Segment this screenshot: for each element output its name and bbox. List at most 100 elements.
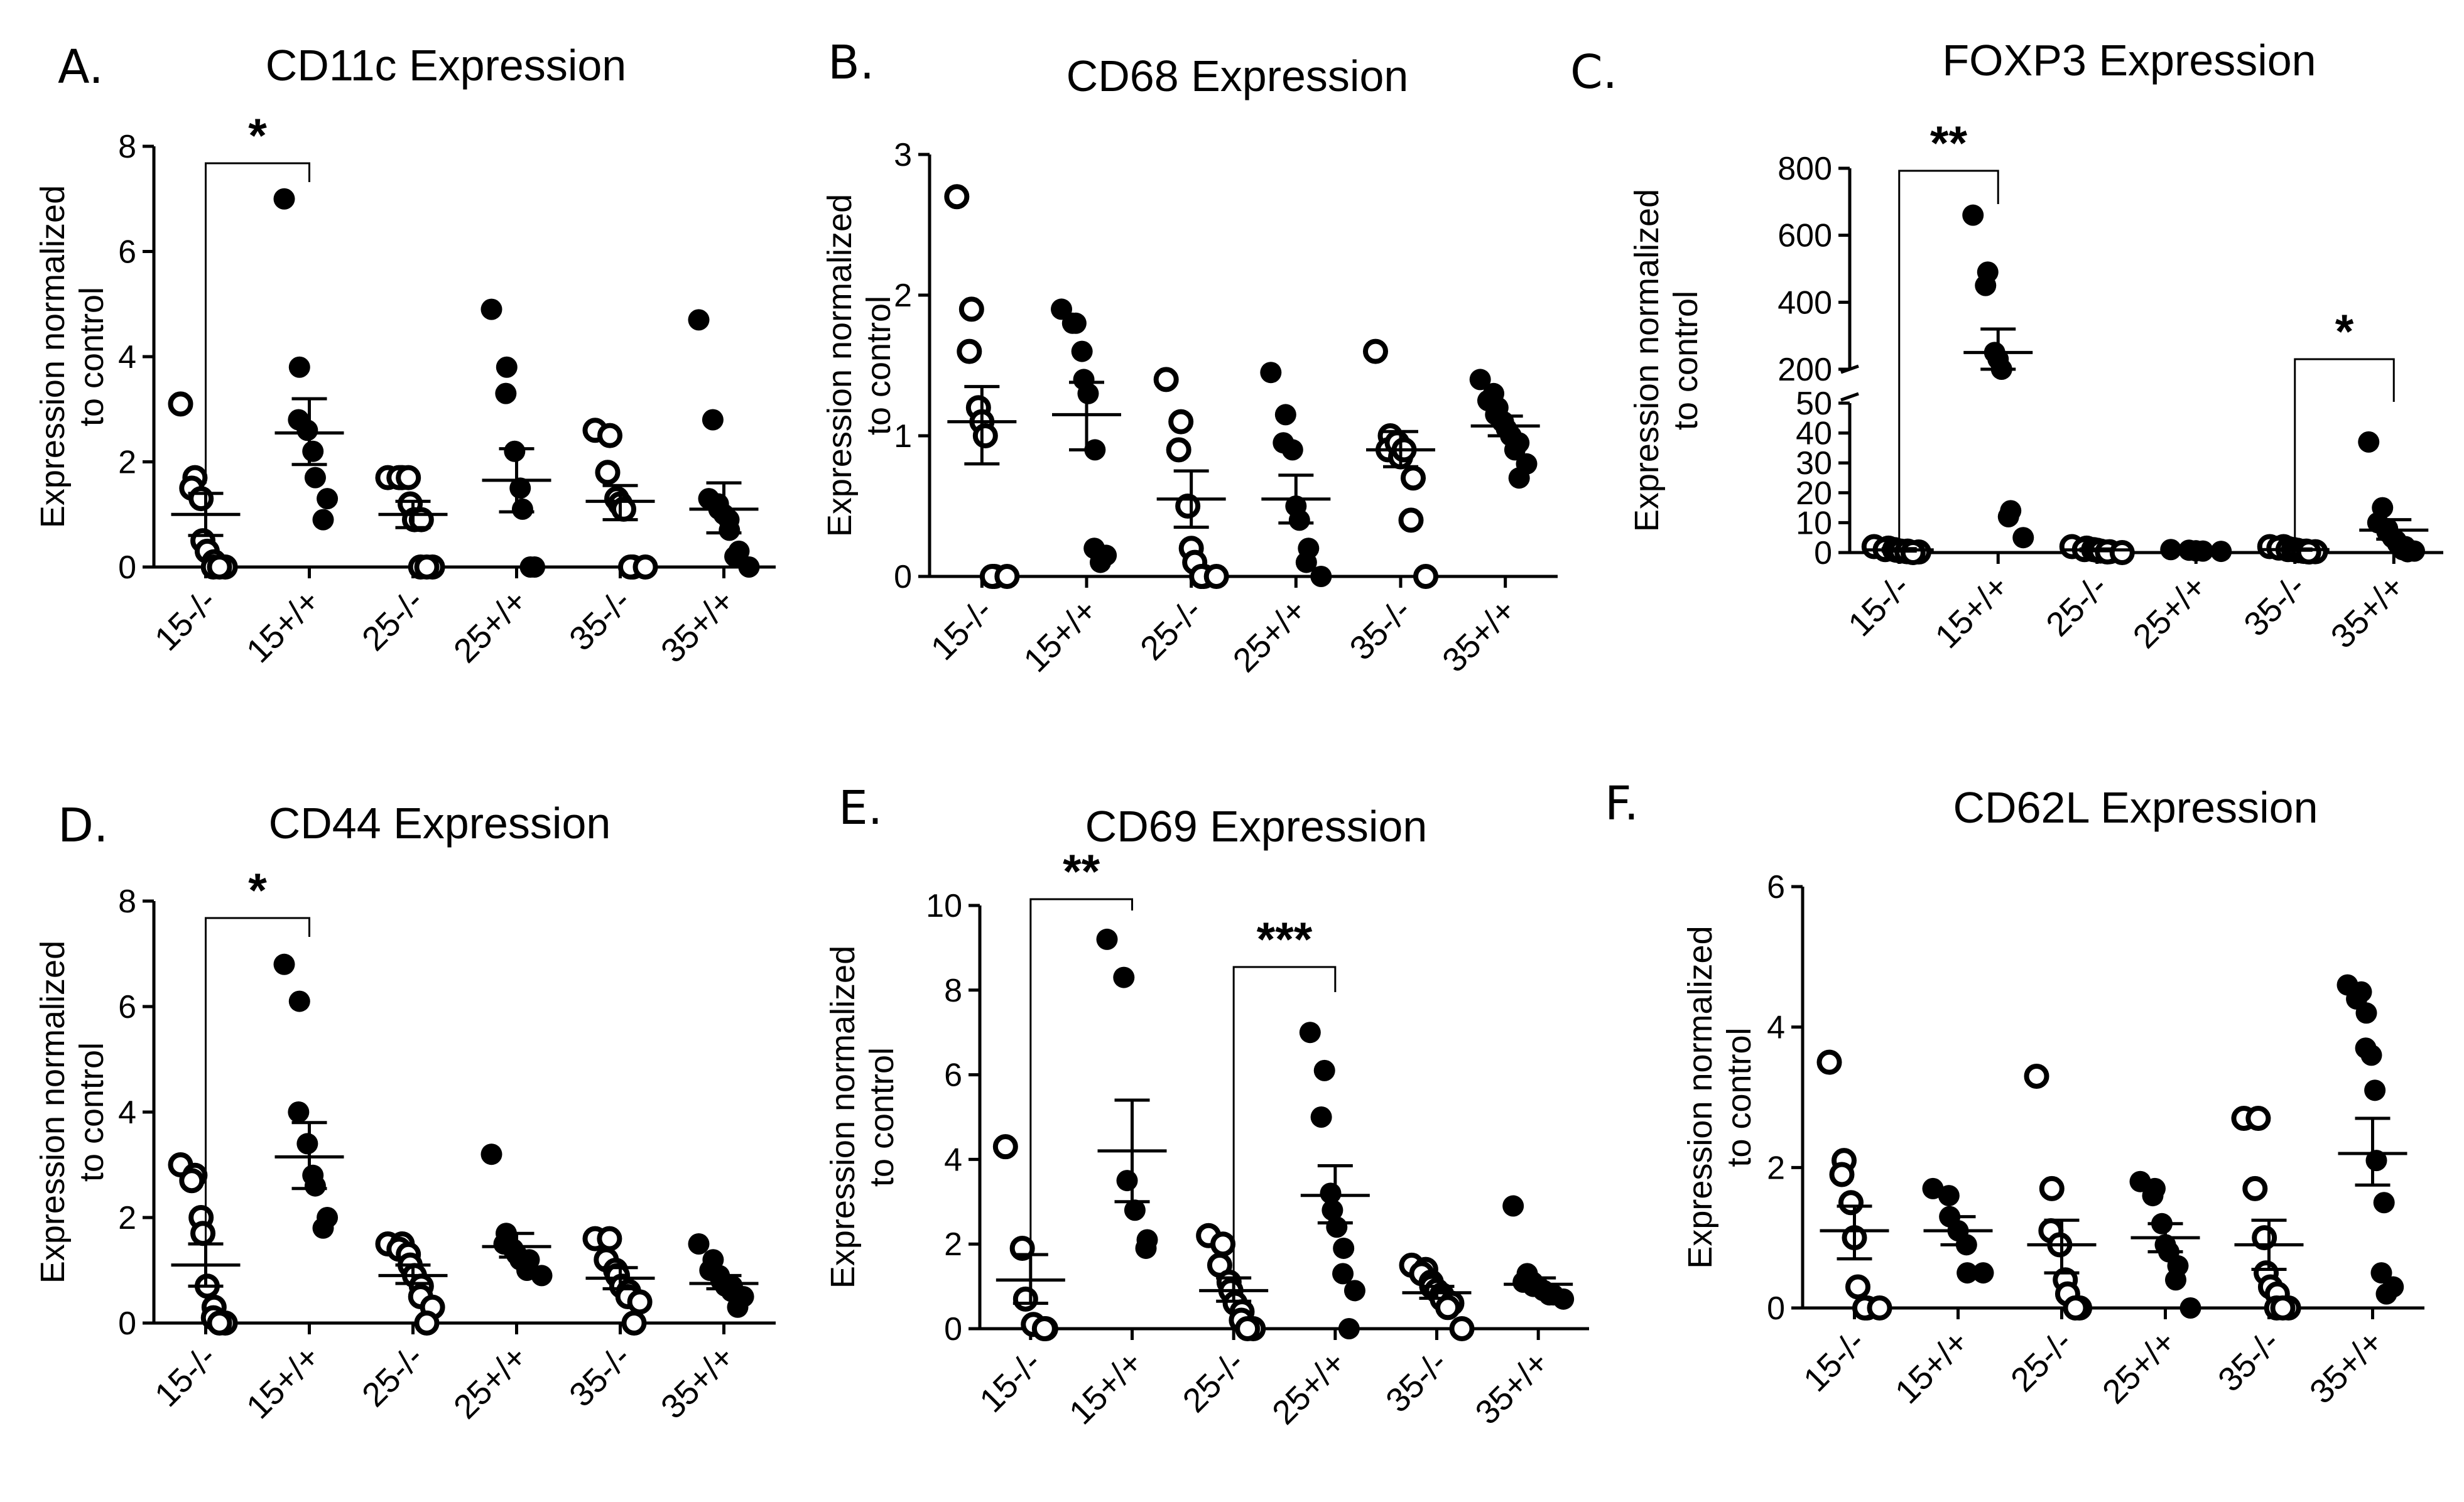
- data-point: [414, 1310, 440, 1336]
- panel-a: A. CD11c Expression Expression normalizedt…: [34, 40, 776, 670]
- series-group: [168, 391, 241, 580]
- x-tick-label: 25+/+: [447, 1338, 535, 1426]
- panel-letter: C.: [1570, 45, 1617, 99]
- y-tick-label: 4: [118, 339, 136, 376]
- data-point: [1124, 1199, 1146, 1221]
- y-tick-label: 8: [944, 973, 962, 1009]
- x-tick-label: 35-/-: [562, 1338, 638, 1414]
- y-tick-label: 1: [894, 418, 912, 455]
- y-tick-label: 2: [1767, 1150, 1785, 1186]
- data-point: [1469, 369, 1491, 391]
- y-tick-label: 2: [944, 1226, 962, 1263]
- data-point: [1322, 1199, 1343, 1221]
- x-tick-label: 35-/-: [2211, 1323, 2287, 1399]
- data-point: [1922, 1177, 1944, 1199]
- x-tick-label: 35+/+: [2303, 1323, 2391, 1411]
- data-point: [190, 1221, 216, 1246]
- data-point: [2373, 1192, 2395, 1214]
- y-tick-label: 0: [1814, 535, 1832, 571]
- series-group: [1196, 1223, 1269, 1341]
- data-point: [207, 1310, 232, 1336]
- y-tick-label: 0: [894, 559, 912, 595]
- series-group: [273, 953, 344, 1239]
- x-tick-label: 35-/-: [562, 582, 638, 658]
- panel-title: CD44 Expression: [269, 799, 611, 848]
- data-point: [414, 554, 440, 580]
- axis-break-mark: [1840, 392, 1859, 402]
- series-group: [2336, 974, 2407, 1305]
- significance-bracket: *: [205, 109, 310, 484]
- series-group: [1399, 1252, 1475, 1341]
- data-point: [1363, 338, 1388, 364]
- y-tick-label: 600: [1777, 218, 1832, 254]
- x-tick-label: 15+/+: [239, 1338, 327, 1426]
- y-tick-label: 8: [118, 883, 136, 920]
- y-tick-label: 40: [1796, 416, 1832, 452]
- significance-label: ***: [1257, 913, 1313, 966]
- series-group: [480, 298, 551, 578]
- data-point: [2245, 1106, 2271, 1132]
- data-point: [958, 296, 984, 322]
- data-point: [531, 1265, 553, 1287]
- x-tick-label: 25-/-: [2039, 568, 2115, 644]
- panel-b: B. CD68 Expression Expression normalizedto…: [821, 36, 1558, 679]
- y-tick-label: 4: [118, 1094, 136, 1131]
- x-tick-label: 15+/+: [1888, 1323, 1976, 1411]
- data-point: [1299, 1022, 1321, 1044]
- data-point: [288, 1101, 310, 1123]
- data-point: [273, 188, 295, 210]
- panel-letter: A.: [58, 40, 104, 94]
- data-point: [288, 990, 310, 1012]
- y-axis-label-line2: to control: [73, 287, 111, 426]
- bracket-line: [205, 917, 310, 1250]
- y-axis-label-line1: Expression normalized: [34, 185, 72, 528]
- data-point: [597, 423, 622, 448]
- data-point: [957, 338, 982, 364]
- x-tick-label: 35+/+: [1468, 1344, 1556, 1432]
- series-group: [944, 184, 1020, 589]
- y-tick-label: 8: [118, 129, 136, 165]
- x-tick-label: 15-/-: [924, 592, 1000, 667]
- x-tick-label: 25+/+: [1226, 592, 1314, 679]
- series-group: [992, 1134, 1065, 1341]
- significance-label: *: [2335, 305, 2354, 359]
- data-point: [1031, 1316, 1057, 1341]
- data-point: [495, 382, 517, 404]
- data-point: [168, 391, 193, 417]
- data-point: [1435, 1295, 1461, 1321]
- series-group: [1469, 369, 1540, 489]
- x-tick-label: 15-/-: [1796, 1323, 1872, 1399]
- data-point: [2039, 1175, 2065, 1201]
- x-tick-label: 15+/+: [1062, 1344, 1150, 1432]
- data-point: [1508, 467, 1530, 489]
- series-group: [1051, 298, 1121, 573]
- data-point: [1553, 1288, 1575, 1310]
- data-point: [1210, 1231, 1236, 1257]
- panel-title: CD11c Expression: [266, 41, 627, 90]
- data-point: [2270, 1295, 2296, 1321]
- significance-label: *: [248, 109, 267, 163]
- data-point: [1295, 551, 1317, 573]
- data-point: [719, 519, 741, 541]
- series-group: [688, 309, 760, 578]
- data-point: [1398, 507, 1424, 533]
- x-tick-label: 25+/+: [2126, 568, 2214, 656]
- data-point: [1096, 928, 1118, 950]
- data-point: [1343, 1280, 1365, 1302]
- data-point: [2358, 431, 2380, 453]
- data-point: [179, 1168, 205, 1194]
- series-group: [688, 1233, 759, 1318]
- series-group: [2059, 534, 2135, 565]
- data-point: [1332, 1263, 1354, 1285]
- y-axis-label-line1: Expression normalized: [1681, 926, 1719, 1268]
- y-axis-label-line1: Expression normalized: [824, 946, 862, 1289]
- data-point: [632, 554, 658, 580]
- y-axis-label-line2: to control: [73, 1042, 111, 1182]
- data-point: [2142, 1185, 2164, 1207]
- x-tick-label: 35+/+: [654, 1338, 742, 1426]
- data-point: [1310, 566, 1332, 587]
- data-point: [1957, 1262, 1978, 1284]
- y-tick-label: 400: [1777, 284, 1832, 321]
- y-tick-label: 4: [1767, 1010, 1785, 1046]
- y-tick-label: 0: [944, 1311, 962, 1348]
